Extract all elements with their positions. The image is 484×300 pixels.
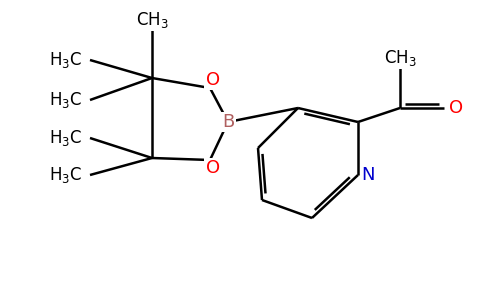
- Text: N: N: [361, 166, 375, 184]
- Text: B: B: [222, 113, 234, 131]
- Text: H$_3$C: H$_3$C: [49, 128, 82, 148]
- Text: H$_3$C: H$_3$C: [49, 90, 82, 110]
- Text: H$_3$C: H$_3$C: [49, 50, 82, 70]
- Text: H$_3$C: H$_3$C: [49, 165, 82, 185]
- Text: CH$_3$: CH$_3$: [384, 48, 416, 68]
- Text: CH$_3$: CH$_3$: [136, 10, 168, 30]
- Text: O: O: [449, 99, 463, 117]
- Text: O: O: [206, 159, 220, 177]
- Text: O: O: [206, 71, 220, 89]
